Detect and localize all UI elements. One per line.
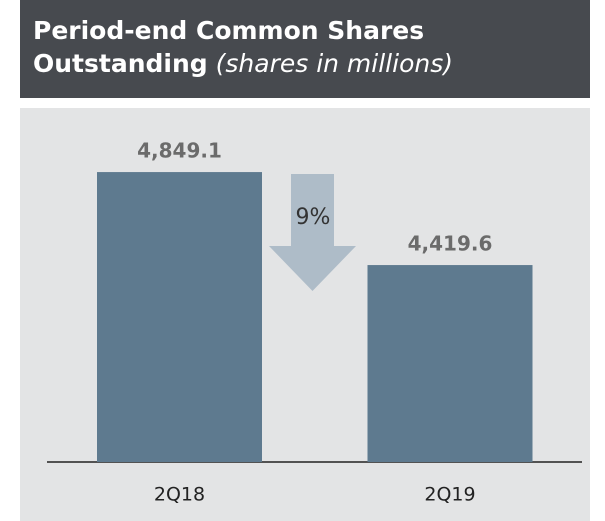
change-annotation: 9% bbox=[296, 205, 331, 230]
value-label: 4,849.1 bbox=[137, 139, 222, 163]
chart-subtitle: (shares in millions) bbox=[215, 49, 453, 78]
bar bbox=[97, 172, 262, 463]
value-label: 4,419.6 bbox=[408, 232, 493, 256]
title-block: Period-end Common Shares Outstanding (sh… bbox=[33, 14, 553, 80]
header: Period-end Common Shares Outstanding (sh… bbox=[20, 0, 590, 98]
chart-title: Period-end Common Shares Outstanding bbox=[33, 16, 425, 78]
x-tick-label: 2Q18 bbox=[154, 484, 205, 506]
bar bbox=[367, 265, 533, 462]
decrease-arrow bbox=[269, 174, 356, 291]
x-tick-label: 2Q19 bbox=[424, 484, 475, 506]
